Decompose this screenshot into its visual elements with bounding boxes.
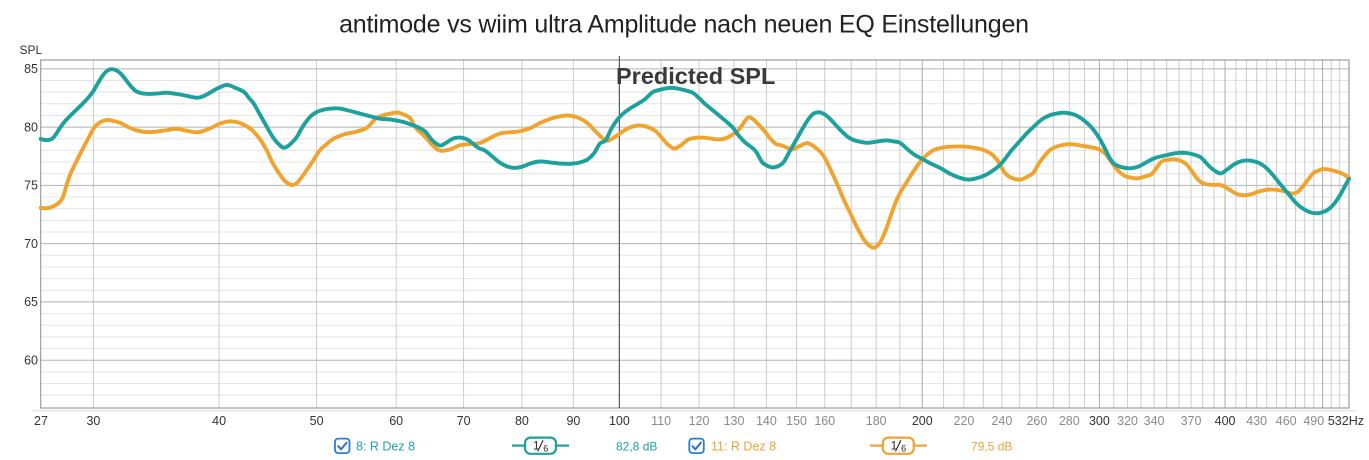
- svg-text:140: 140: [756, 414, 777, 428]
- svg-text:300: 300: [1089, 414, 1110, 428]
- svg-text:SPL: SPL: [20, 43, 43, 57]
- svg-text:80: 80: [24, 120, 38, 134]
- svg-text:180: 180: [866, 414, 887, 428]
- svg-text:90: 90: [566, 414, 580, 428]
- svg-text:110: 110: [651, 414, 671, 428]
- svg-text:70: 70: [457, 414, 471, 428]
- svg-text:370: 370: [1181, 414, 1202, 428]
- svg-text:400: 400: [1215, 414, 1236, 428]
- svg-text:340: 340: [1144, 414, 1165, 428]
- svg-text:120: 120: [689, 414, 710, 428]
- svg-text:50: 50: [310, 414, 324, 428]
- svg-text:100: 100: [609, 414, 630, 428]
- svg-text:Predicted SPL: Predicted SPL: [616, 63, 775, 89]
- svg-text:430: 430: [1246, 414, 1267, 428]
- svg-text:11: R Dez 8: 11: R Dez 8: [711, 440, 776, 454]
- svg-text:75: 75: [24, 179, 38, 193]
- svg-text:460: 460: [1276, 414, 1297, 428]
- svg-text:240: 240: [991, 414, 1012, 428]
- svg-text:85: 85: [24, 62, 38, 76]
- svg-text:60: 60: [24, 353, 38, 367]
- svg-text:40: 40: [212, 414, 226, 428]
- svg-text:200: 200: [912, 414, 933, 428]
- svg-text:490: 490: [1303, 414, 1324, 428]
- svg-text:27: 27: [34, 414, 48, 428]
- svg-text:82,8 dB: 82,8 dB: [616, 440, 657, 454]
- svg-text:260: 260: [1026, 414, 1047, 428]
- svg-text:160: 160: [814, 414, 835, 428]
- svg-text:280: 280: [1059, 414, 1080, 428]
- svg-text:1: 1: [533, 441, 539, 453]
- svg-text:220: 220: [953, 414, 974, 428]
- svg-text:1: 1: [891, 441, 897, 453]
- svg-text:60: 60: [389, 414, 403, 428]
- svg-text:6: 6: [901, 444, 906, 454]
- svg-text:6: 6: [543, 444, 548, 454]
- svg-text:8: R Dez 8: 8: R Dez 8: [356, 440, 415, 454]
- svg-text:79,5 dB: 79,5 dB: [971, 440, 1012, 454]
- svg-text:30: 30: [86, 414, 100, 428]
- svg-text:80: 80: [515, 414, 529, 428]
- svg-text:320: 320: [1117, 414, 1138, 428]
- svg-text:antimode vs wiim ultra Amplitu: antimode vs wiim ultra Amplitude nach ne…: [339, 11, 1029, 39]
- svg-text:532Hz: 532Hz: [1328, 414, 1364, 428]
- svg-text:65: 65: [24, 295, 38, 309]
- svg-text:130: 130: [724, 414, 745, 428]
- svg-text:70: 70: [24, 237, 38, 251]
- svg-text:150: 150: [786, 414, 807, 428]
